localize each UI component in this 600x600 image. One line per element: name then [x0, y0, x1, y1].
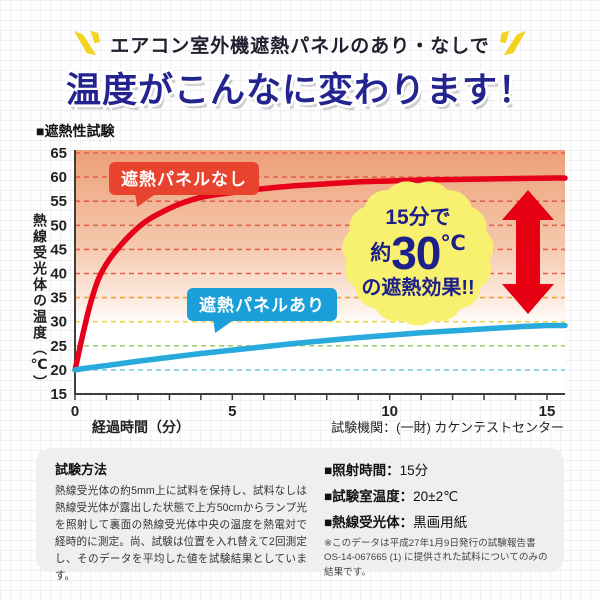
- badge-text: 15分で 約 30 ℃ の遮熱効果!!: [336, 174, 500, 332]
- callout-with-panel-label: 遮熱パネルあり: [199, 296, 325, 315]
- callout-tail: [135, 193, 157, 207]
- header: エアコン室外機遮熱パネルのあり・なしで: [0, 30, 600, 58]
- spec-row: ■熱線受光体：黒画用紙: [324, 511, 552, 531]
- svg-text:50: 50: [50, 217, 67, 234]
- header-subtitle: エアコン室外機遮熱パネルのあり・なしで: [110, 35, 490, 57]
- spec-value: 15分: [399, 463, 429, 478]
- svg-text:55: 55: [50, 193, 67, 210]
- section-label: ■遮熱性試験: [36, 123, 115, 139]
- badge-line2: 約 30 ℃: [370, 227, 466, 280]
- callout-tail: [213, 319, 235, 333]
- svg-text:20: 20: [50, 362, 67, 379]
- x-axis-title: 経過時間（分）: [92, 419, 190, 435]
- spec-row: ■照射時間：15分: [324, 459, 552, 479]
- callout-no-panel: 遮熱パネルなし: [109, 162, 259, 207]
- svg-text:35: 35: [50, 290, 67, 307]
- svg-text:30: 30: [50, 314, 67, 331]
- svg-text:60: 60: [50, 169, 67, 186]
- svg-text:0: 0: [71, 403, 79, 420]
- test-organization: 試験機関：(一財) カケンテストセンター: [331, 420, 564, 435]
- svg-text:5: 5: [228, 403, 236, 420]
- effect-badge: 15分で 約 30 ℃ の遮熱効果!!: [336, 174, 500, 332]
- spec-row: ■試験室温度：20±2℃: [324, 485, 552, 505]
- callout-with-panel: 遮熱パネルあり: [187, 288, 337, 333]
- page-title: 温度がこんなに変わります！: [65, 71, 534, 110]
- spec-value: 20±2℃: [413, 489, 459, 504]
- spec-value: 黒画用紙: [413, 515, 468, 530]
- info-box: 試験方法 熱線受光体の約5mm上に試料を保持し、試料なしは熱線受光体が露出した状…: [36, 448, 564, 582]
- badge-unit: ℃: [440, 232, 466, 256]
- badge-prefix: 約: [370, 241, 392, 265]
- footnote: ※このデータは平成27年1月9日発行の試験報告書OS-14-067665 (1)…: [324, 538, 548, 578]
- specs-column: ■照射時間：15分 ■試験室温度：20±2℃ ■熱線受光体：黒画用紙 ※このデー…: [324, 459, 552, 580]
- callout-no-panel-label: 遮熱パネルなし: [121, 170, 247, 189]
- sparkle-right-icon: [499, 30, 526, 56]
- spec-label: ■熱線受光体：: [324, 515, 414, 530]
- method-title: 試験方法: [55, 462, 108, 477]
- y-axis-title: 熱線受光体の温度（℃）: [32, 213, 48, 391]
- spec-label: ■試験室温度：: [324, 489, 414, 504]
- starburst-shape: [342, 181, 494, 326]
- svg-text:15: 15: [50, 386, 67, 403]
- badge-line3: の遮熱効果!!: [361, 276, 475, 299]
- svg-text:65: 65: [50, 145, 67, 162]
- method-body: 熱線受光体の約5mm上に試料を保持し、試料なしは熱線受光体が露出した状態で上方5…: [55, 485, 307, 582]
- temperature-difference-arrow: [502, 190, 554, 314]
- svg-text:25: 25: [50, 338, 67, 355]
- svg-text:45: 45: [50, 241, 67, 258]
- spec-label: ■照射時間：: [324, 463, 400, 478]
- badge-value: 30: [391, 227, 441, 280]
- badge-line1: 15分で: [385, 206, 451, 230]
- method-column: 試験方法 熱線受光体の約5mm上に試料を保持し、試料なしは熱線受光体が露出した状…: [55, 459, 307, 585]
- sparkle-left-icon: [74, 30, 101, 56]
- svg-text:40: 40: [50, 266, 67, 283]
